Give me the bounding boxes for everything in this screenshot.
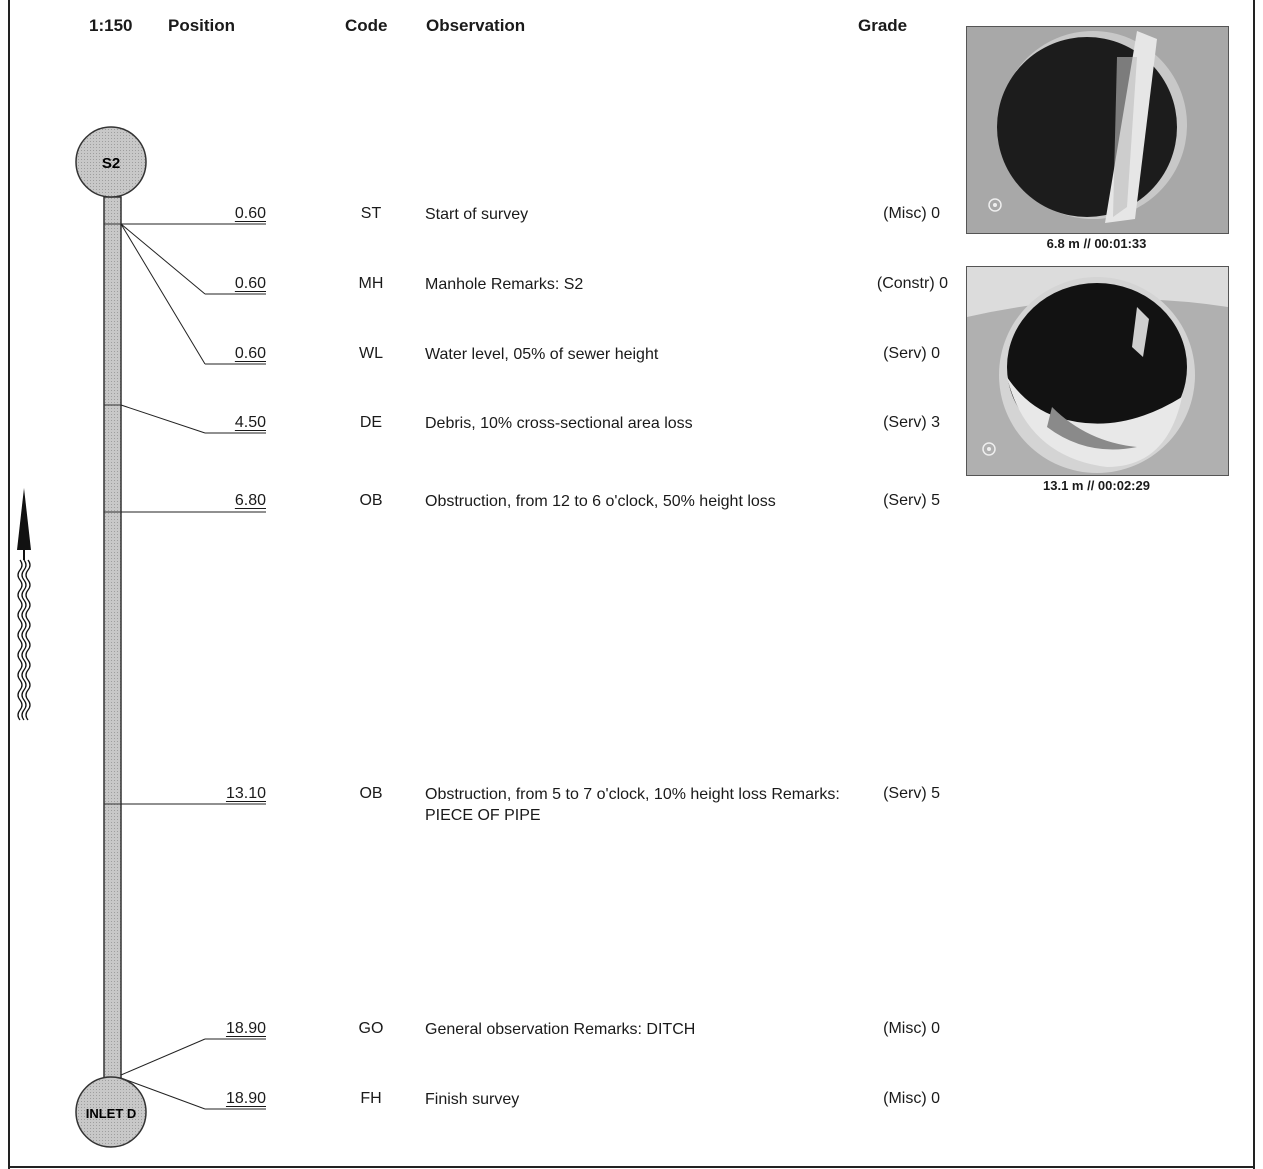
- position-value: 13.10: [225, 785, 266, 802]
- position-value: 18.90: [225, 1020, 266, 1037]
- observation-text: Obstruction, from 5 to 7 o'clock, 10% he…: [425, 786, 840, 824]
- code-value: ST: [360, 205, 382, 222]
- observation-text: Debris, 10% cross-sectional area loss: [425, 415, 693, 432]
- grade-value: (Serv) 5: [883, 785, 940, 802]
- pipe-diagram: S2 INLET D: [17, 126, 266, 1148]
- code-value: OB: [359, 492, 383, 509]
- camera-lens-icon: [988, 198, 1002, 212]
- cctv-photo-1-image: [967, 27, 1228, 233]
- report-frame-bottom: [8, 1166, 1255, 1168]
- manhole-end-label: INLET D: [86, 1106, 137, 1121]
- code-value: DE: [359, 414, 383, 431]
- observation-text: Start of survey: [425, 206, 529, 223]
- leader-line: [120, 404, 206, 434]
- observation-header: Observation: [426, 16, 526, 35]
- code-header: Code: [345, 16, 388, 35]
- scale-header: 1:150: [89, 16, 133, 35]
- cctv-photo-2-caption: 13.1 m // 00:02:29: [1043, 478, 1150, 493]
- observation-text: Water level, 05% of sewer height: [425, 346, 659, 363]
- cctv-photo-2-image: [967, 267, 1228, 475]
- grade-value: (Serv) 5: [883, 492, 940, 509]
- report-frame: [8, 0, 1255, 1169]
- position-value: 18.90: [225, 1090, 266, 1107]
- grade-header: Grade: [858, 16, 908, 35]
- observation-text: Finish survey: [425, 1091, 520, 1108]
- leader-line: [120, 223, 206, 365]
- observation-text: Obstruction, from 12 to 6 o'clock, 50% h…: [425, 493, 776, 510]
- leader-line: [120, 1077, 206, 1110]
- grade-value: (Misc) 0: [883, 1020, 940, 1037]
- position-value: 4.50: [234, 414, 266, 431]
- grade-value: (Serv) 0: [883, 345, 940, 362]
- grade-value: (Serv) 3: [883, 414, 940, 431]
- leader-line: [120, 223, 206, 295]
- pipe-segment: [103, 196, 122, 1080]
- leader-line: [120, 1038, 206, 1076]
- observation-text: General observation Remarks: DITCH: [425, 1021, 696, 1038]
- camera-lens-icon: [982, 442, 996, 456]
- flow-direction-arrow-icon: [17, 488, 31, 721]
- position-value: 0.60: [234, 275, 266, 292]
- grade-value: (Misc) 0: [883, 1090, 940, 1107]
- position-header: Position: [168, 16, 236, 35]
- cctv-photo-1-caption: 6.8 m // 00:01:33: [1046, 236, 1147, 251]
- manhole-start: S2: [75, 126, 147, 198]
- cctv-photo-1[interactable]: [966, 26, 1229, 234]
- manhole-start-label: S2: [102, 155, 120, 172]
- code-value: MH: [358, 275, 384, 292]
- code-value: WL: [359, 345, 383, 362]
- position-value: 0.60: [234, 205, 266, 222]
- observation-text: Manhole Remarks: S2: [425, 276, 584, 293]
- position-value: 0.60: [234, 345, 266, 362]
- code-value: FH: [360, 1090, 382, 1107]
- position-value: 6.80: [234, 492, 266, 509]
- cctv-photo-2[interactable]: [966, 266, 1229, 476]
- grade-value: (Misc) 0: [883, 205, 940, 222]
- manhole-end: INLET D: [75, 1076, 147, 1148]
- code-value: GO: [358, 1020, 384, 1037]
- code-value: OB: [359, 785, 383, 802]
- grade-value: (Constr) 0: [876, 275, 948, 292]
